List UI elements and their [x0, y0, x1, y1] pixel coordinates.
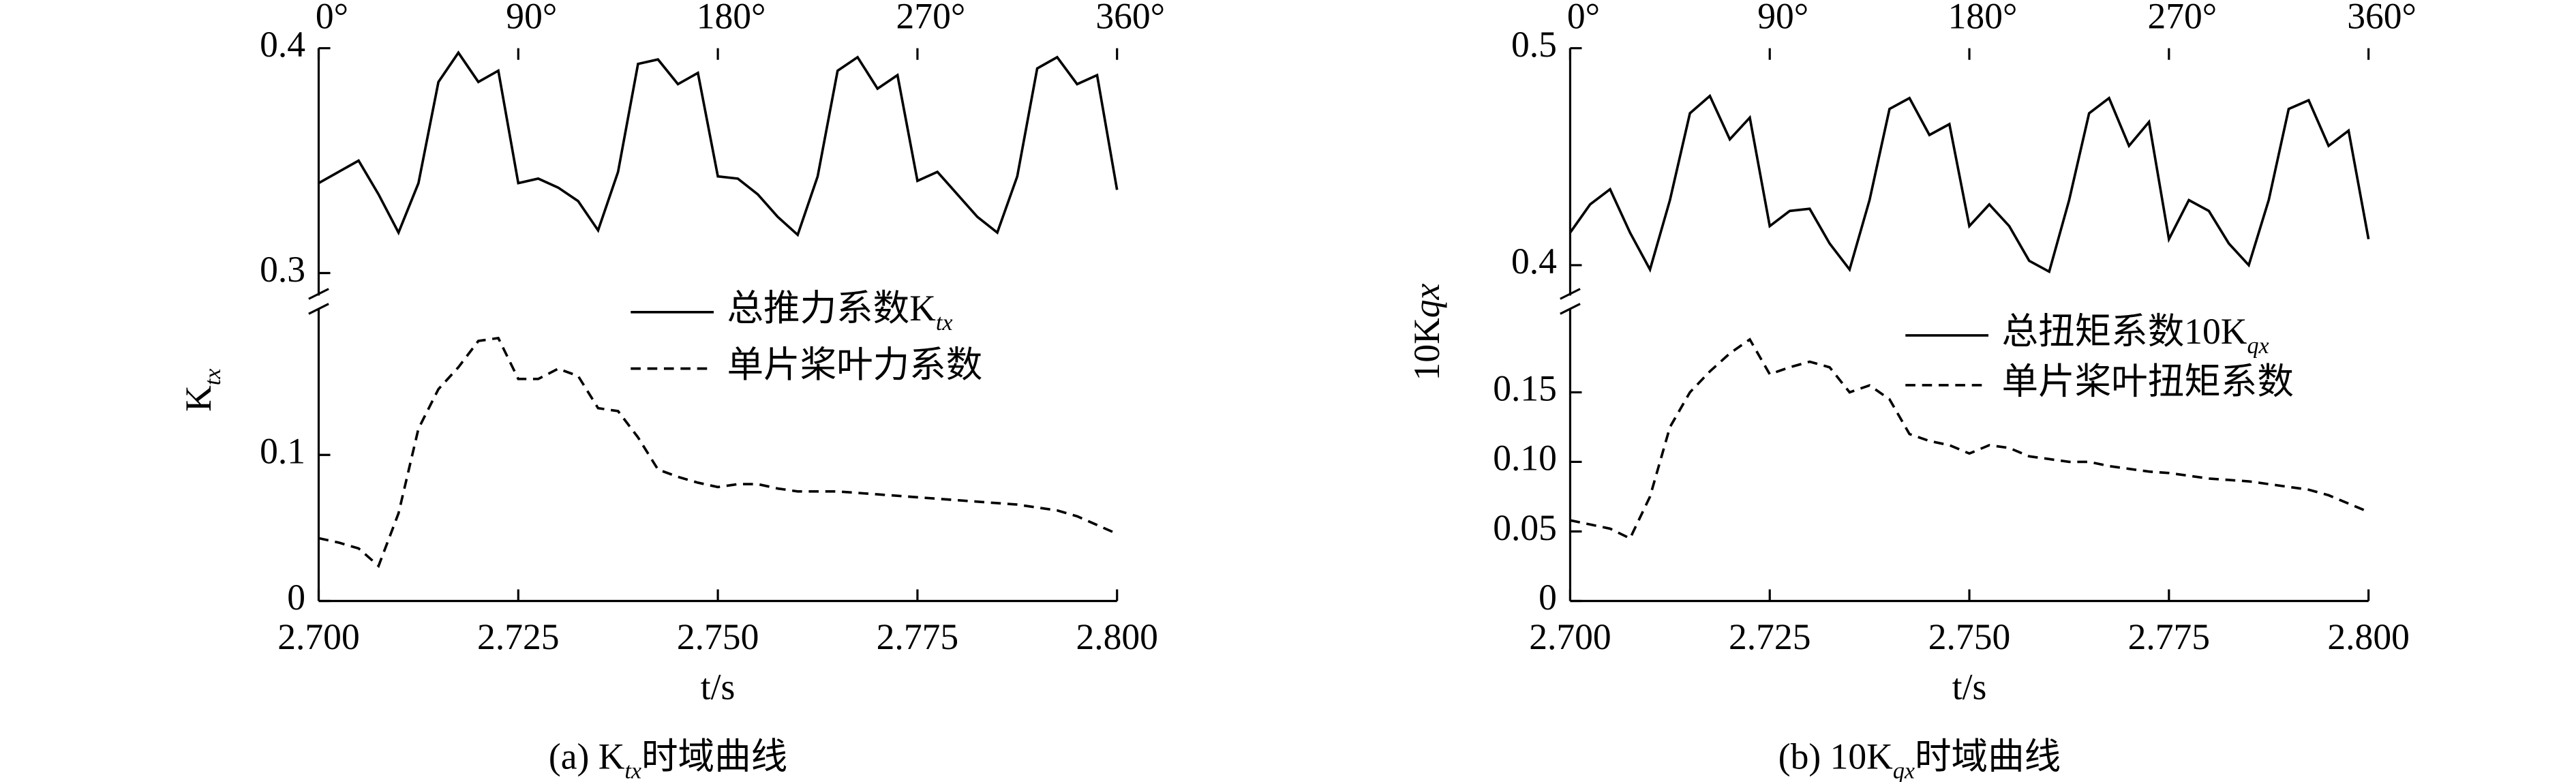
x-axis-label: t/s: [701, 666, 736, 707]
x-tick-label: 2.725: [1729, 616, 1810, 657]
x-tick-label: 2.700: [1529, 616, 1611, 657]
x2-tick-label: 180°: [697, 0, 766, 37]
x2-tick-label: 90°: [1757, 0, 1808, 37]
text-part: 总扭矩系数10K: [2002, 311, 2247, 352]
y-tick-label: 0.5: [1511, 24, 1557, 65]
axis-break: [1560, 303, 1581, 315]
x-tick-label: 2.800: [1076, 616, 1157, 657]
x-tick-label: 2.775: [2128, 616, 2210, 657]
y-axis-label: Ktx: [178, 369, 226, 412]
legend-label: 总推力系数Ktx: [727, 288, 952, 335]
x2-tick-label: 270°: [896, 0, 966, 37]
x-axis-label: t/s: [1952, 666, 1987, 707]
series-line: [318, 336, 1118, 569]
y-tick-label: 0.4: [260, 24, 305, 65]
x-tick-label: 2.700: [277, 616, 359, 657]
text-part: 10K: [1406, 318, 1447, 381]
x-tick-label: 2.750: [677, 616, 759, 657]
y-tick-label: 0.4: [1511, 241, 1557, 282]
caption: (b) 10Kqx时域曲线: [1778, 736, 2061, 782]
axis-break: [308, 303, 329, 315]
text-part: 时域曲线: [1915, 736, 2061, 777]
axis-break: [1560, 288, 1581, 300]
legend-label: 总扭矩系数10Kqx: [2002, 311, 2269, 359]
x2-tick-label: 90°: [506, 0, 557, 37]
x2-tick-label: 0°: [316, 0, 348, 37]
caption: (a) Ktx时域曲线: [549, 736, 787, 782]
y-tick-label: 0: [287, 577, 305, 618]
x2-tick-label: 270°: [2147, 0, 2217, 37]
y-axis-label: 10Kqx: [1406, 283, 1447, 380]
x-tick-label: 2.800: [2327, 616, 2409, 657]
x2-tick-label: 0°: [1567, 0, 1600, 37]
y-tick-label: 0: [1539, 577, 1557, 618]
text-part: tx: [936, 310, 953, 335]
text-part: tx: [624, 759, 641, 782]
series-line: [318, 50, 1119, 237]
y-tick-label: 0.10: [1493, 438, 1557, 479]
series-line: [1569, 93, 2370, 274]
text-part: qx: [2247, 333, 2269, 359]
text-part: qx: [1406, 283, 1447, 318]
text-part: K: [178, 385, 219, 412]
x-tick-label: 2.725: [477, 616, 559, 657]
text-part: tx: [200, 369, 226, 386]
x2-tick-label: 360°: [2347, 0, 2416, 37]
legend-label: 单片桨叶扭矩系数: [2002, 361, 2294, 402]
y-tick-label: 0.3: [260, 249, 305, 290]
x2-tick-label: 360°: [1095, 0, 1165, 37]
legend-label: 单片桨叶力系数: [727, 344, 982, 385]
text-part: (a) K: [549, 736, 625, 777]
text-part: 时域曲线: [641, 736, 787, 777]
y-tick-label: 0.05: [1493, 507, 1557, 548]
series-line: [1570, 337, 2369, 541]
text-part: qx: [1893, 759, 1915, 782]
axis-break: [308, 288, 329, 300]
text-part: (b) 10K: [1778, 736, 1893, 777]
x-tick-label: 2.750: [1928, 616, 2010, 657]
text-part: 总推力系数K: [727, 288, 936, 329]
y-tick-label: 0.1: [260, 431, 305, 472]
y-tick-label: 0.15: [1493, 368, 1557, 409]
x-tick-label: 2.775: [877, 616, 958, 657]
x2-tick-label: 180°: [1948, 0, 2018, 37]
